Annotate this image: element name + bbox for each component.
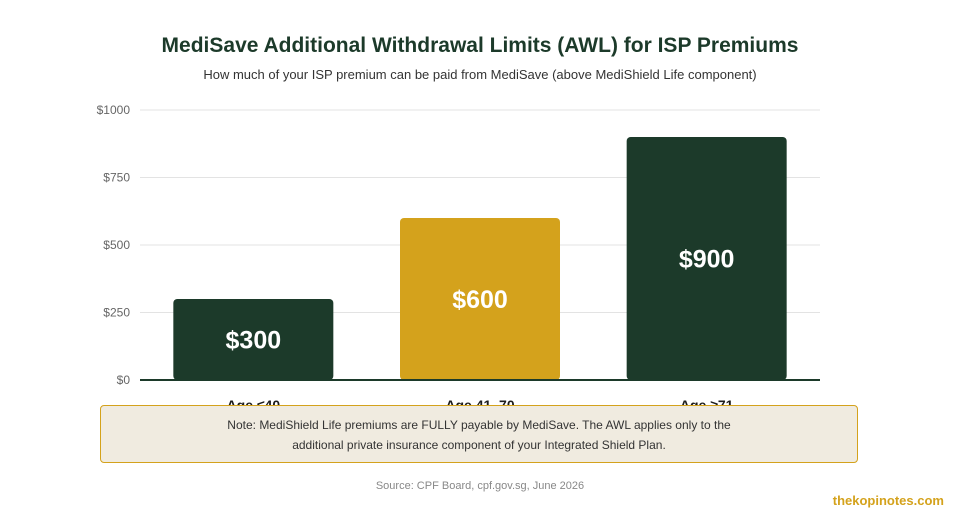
bar (173, 299, 334, 380)
note-box: Note: MediShield Life premiums are FULLY… (100, 405, 858, 463)
y-tick-label: $1000 (97, 103, 131, 117)
y-tick-label: $750 (103, 171, 130, 185)
y-tick-label: $500 (103, 238, 130, 252)
source-text: Source: CPF Board, cpf.gov.sg, June 2026 (375, 480, 585, 492)
bar-data-label: $300 (226, 327, 282, 355)
note-line-2: additional private insurance component o… (292, 438, 666, 452)
chart-subtitle: How much of your ISP premium can be paid… (203, 67, 757, 82)
bar (400, 218, 560, 380)
bar (626, 137, 787, 380)
note-line-1: Note: MediShield Life premiums are FULLY… (227, 418, 731, 432)
y-tick-label: $0 (117, 373, 131, 387)
chart-title: MediSave Additional Withdrawal Limits (A… (161, 34, 799, 57)
bar-data-label: $600 (452, 286, 508, 314)
bar-data-label: $900 (679, 246, 735, 274)
y-tick-label: $250 (103, 306, 130, 320)
brand-watermark: thekopinotes.com (832, 493, 944, 508)
